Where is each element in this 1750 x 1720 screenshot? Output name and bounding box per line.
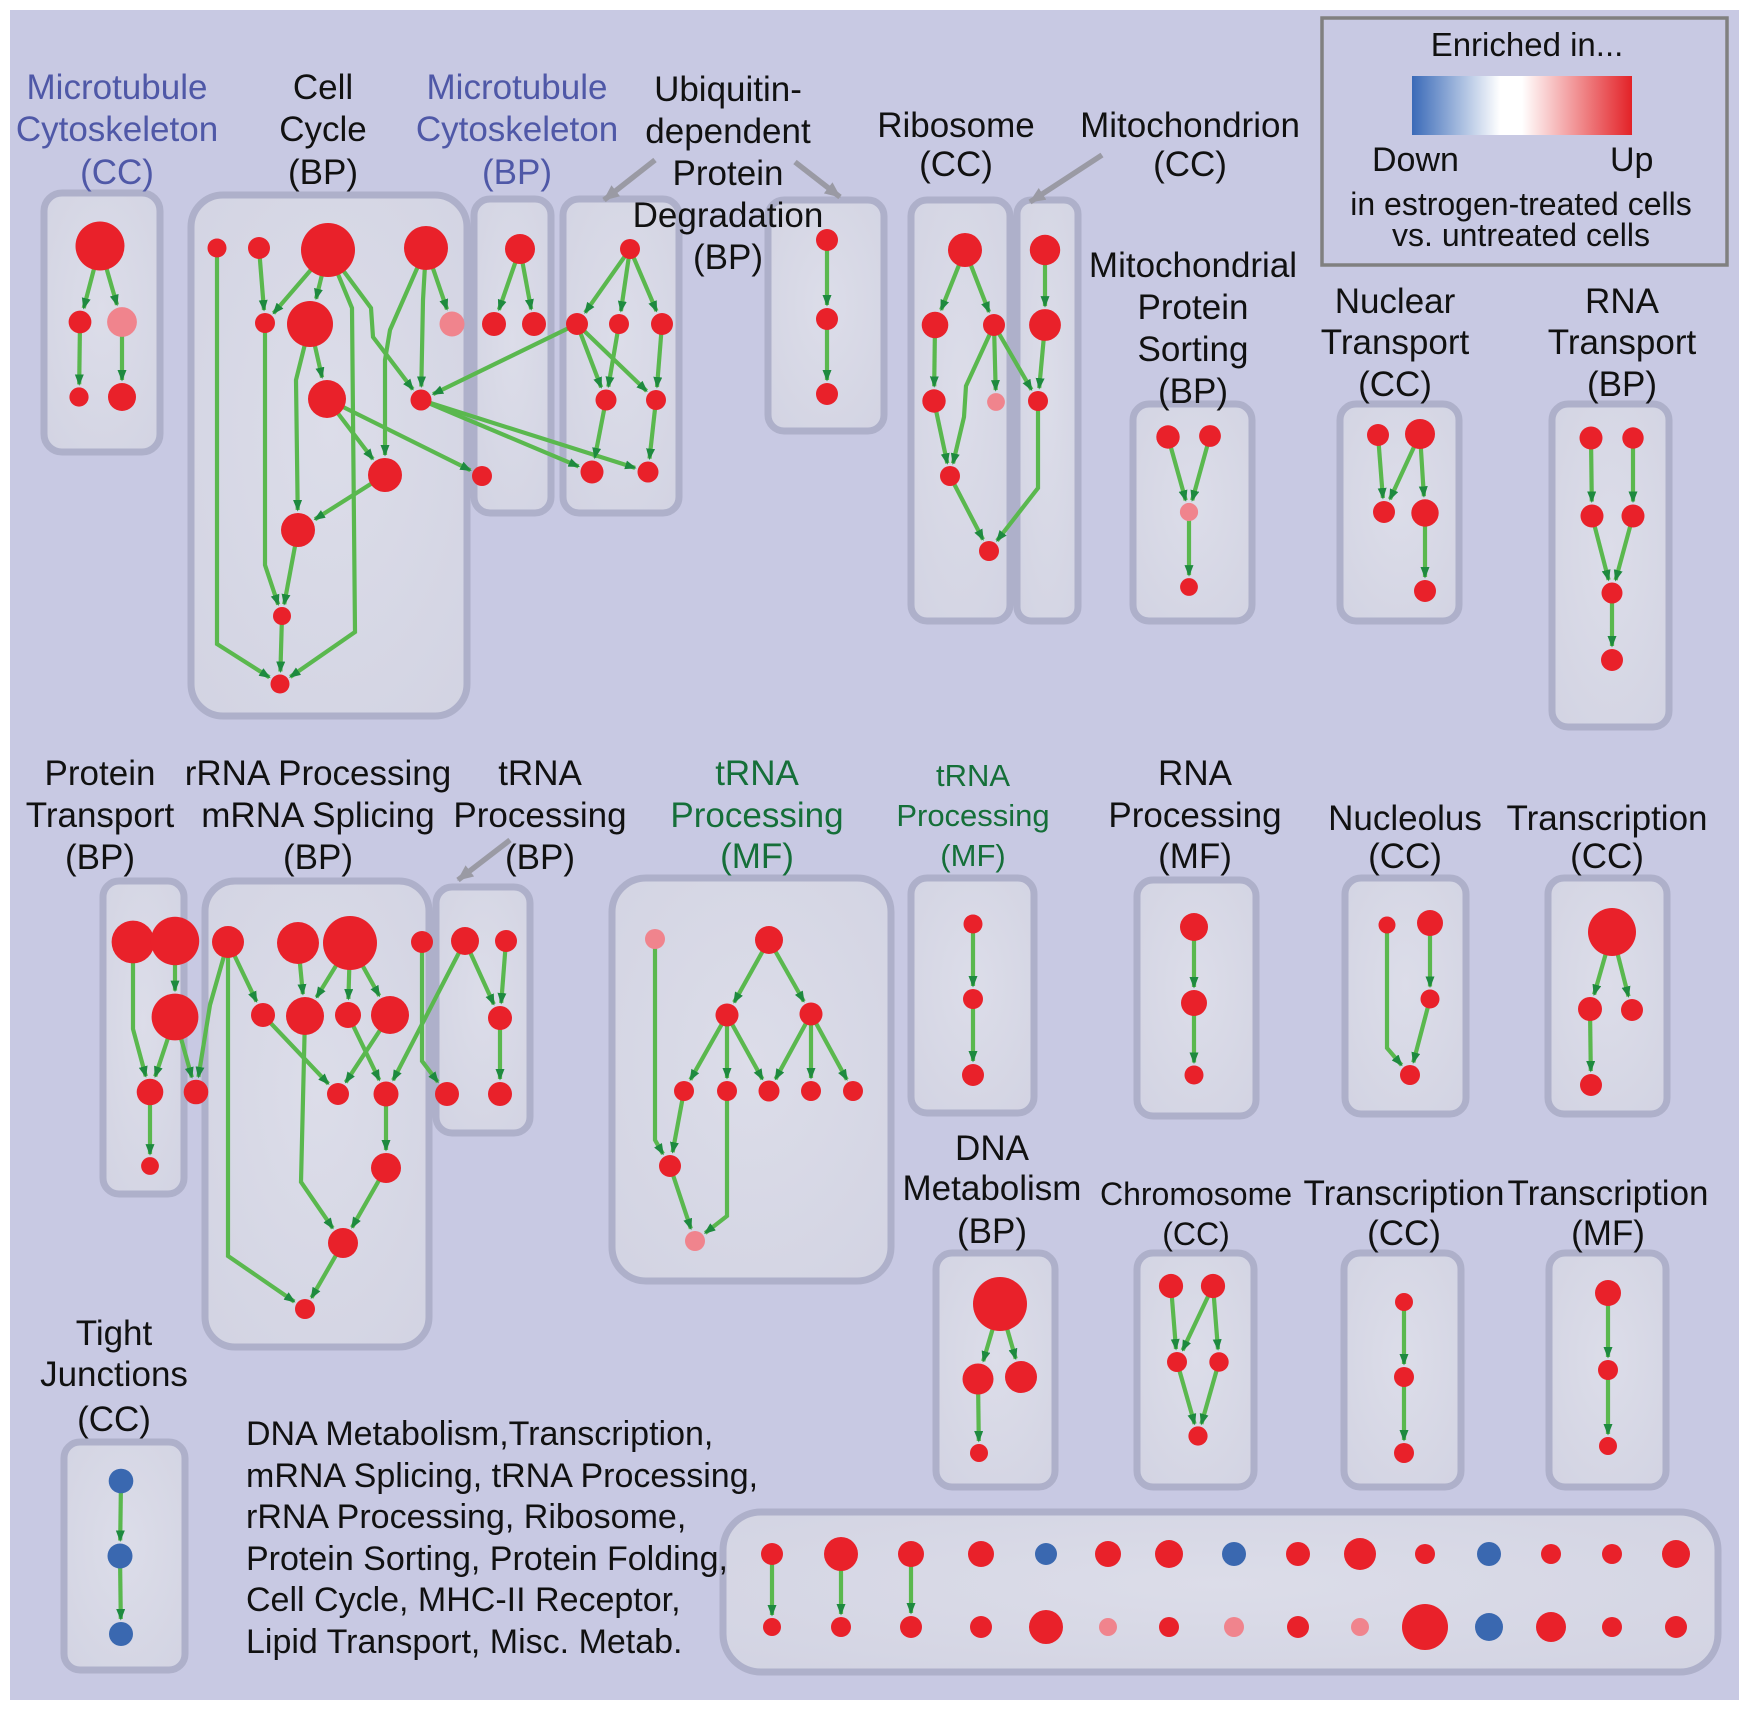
svg-text:tRNA: tRNA (715, 754, 799, 793)
svg-text:Processing: Processing (453, 796, 626, 835)
svg-text:Junctions: Junctions (40, 1355, 188, 1394)
svg-text:Up: Up (1610, 141, 1653, 179)
svg-text:RNA: RNA (1158, 754, 1233, 793)
svg-text:(BP): (BP) (693, 238, 763, 277)
svg-text:(CC): (CC) (1162, 1216, 1230, 1252)
svg-text:Transport: Transport (1548, 323, 1697, 362)
svg-text:Tight: Tight (76, 1314, 153, 1353)
svg-text:(MF): (MF) (1571, 1214, 1645, 1253)
svg-text:Processing: Processing (670, 796, 843, 835)
svg-text:Cell: Cell (293, 68, 353, 107)
svg-text:(CC): (CC) (919, 145, 993, 184)
svg-text:Nucleolus: Nucleolus (1328, 799, 1482, 838)
svg-text:Cytoskeleton: Cytoskeleton (16, 110, 218, 149)
svg-text:Mitochondrion: Mitochondrion (1080, 106, 1300, 145)
svg-text:mRNA Splicing: mRNA Splicing (201, 796, 434, 835)
svg-text:vs. untreated cells: vs. untreated cells (1392, 217, 1650, 253)
svg-text:Transport: Transport (1321, 323, 1470, 362)
svg-text:Transport: Transport (26, 796, 175, 835)
svg-text:(BP): (BP) (505, 838, 575, 877)
svg-text:(MF): (MF) (1158, 837, 1232, 876)
svg-text:Ubiquitin-: Ubiquitin- (654, 70, 802, 109)
svg-text:(BP): (BP) (957, 1212, 1027, 1251)
svg-text:Down: Down (1372, 141, 1459, 179)
svg-text:Transcription: Transcription (1304, 1174, 1505, 1213)
svg-text:(CC): (CC) (1570, 837, 1644, 876)
svg-text:Processing: Processing (896, 798, 1049, 833)
svg-text:RNA: RNA (1585, 282, 1660, 321)
svg-text:Microtubule: Microtubule (27, 68, 208, 107)
svg-text:tRNA: tRNA (936, 758, 1010, 793)
svg-text:(BP): (BP) (283, 838, 353, 877)
svg-text:(CC): (CC) (1368, 837, 1442, 876)
svg-text:(CC): (CC) (1153, 145, 1227, 184)
svg-text:DNA Metabolism,Transcription,: DNA Metabolism,Transcription, (246, 1415, 713, 1453)
svg-text:(CC): (CC) (77, 1400, 151, 1439)
svg-text:(BP): (BP) (482, 153, 552, 192)
svg-text:(CC): (CC) (1358, 365, 1432, 404)
svg-text:Chromosome: Chromosome (1100, 1176, 1292, 1212)
svg-text:(CC): (CC) (1367, 1214, 1441, 1253)
svg-text:(MF): (MF) (940, 838, 1005, 873)
svg-text:Lipid Transport, Misc. Metab.: Lipid Transport, Misc. Metab. (246, 1623, 683, 1661)
svg-text:(MF): (MF) (720, 837, 794, 876)
svg-text:Ribosome: Ribosome (877, 106, 1035, 145)
svg-text:Transcription: Transcription (1508, 1174, 1709, 1213)
svg-text:dependent: dependent (645, 112, 811, 151)
svg-text:Cytoskeleton: Cytoskeleton (416, 110, 618, 149)
svg-text:in estrogen-treated cells: in estrogen-treated cells (1350, 186, 1692, 222)
svg-text:Cycle: Cycle (279, 110, 367, 149)
svg-text:Cell Cycle, MHC-II Receptor,: Cell Cycle, MHC-II Receptor, (246, 1581, 681, 1619)
svg-text:(BP): (BP) (1158, 372, 1228, 411)
svg-text:Microtubule: Microtubule (427, 68, 608, 107)
svg-text:Sorting: Sorting (1138, 330, 1249, 369)
svg-text:(BP): (BP) (1587, 365, 1657, 404)
svg-text:Degradation: Degradation (633, 196, 824, 235)
svg-text:Protein: Protein (45, 754, 156, 793)
svg-text:(BP): (BP) (65, 838, 135, 877)
svg-text:Processing: Processing (1108, 796, 1281, 835)
svg-text:(CC): (CC) (80, 153, 154, 192)
svg-text:Protein: Protein (1138, 288, 1249, 327)
svg-text:Metabolism: Metabolism (903, 1169, 1082, 1208)
svg-text:Enriched in...: Enriched in... (1431, 26, 1624, 63)
svg-text:mRNA Splicing, tRNA Processing: mRNA Splicing, tRNA Processing, (246, 1457, 758, 1495)
svg-text:rRNA Processing, Ribosome,: rRNA Processing, Ribosome, (246, 1498, 686, 1536)
svg-text:Transcription: Transcription (1507, 799, 1708, 838)
svg-text:Mitochondrial: Mitochondrial (1089, 246, 1297, 285)
svg-text:rRNA Processing: rRNA Processing (185, 754, 451, 793)
svg-text:DNA: DNA (955, 1129, 1030, 1168)
svg-text:Protein Sorting, Protein Foldi: Protein Sorting, Protein Folding, (246, 1540, 728, 1578)
svg-text:Nuclear: Nuclear (1335, 282, 1456, 321)
svg-text:Protein: Protein (673, 154, 784, 193)
svg-text:(BP): (BP) (288, 153, 358, 192)
svg-text:tRNA: tRNA (498, 754, 582, 793)
